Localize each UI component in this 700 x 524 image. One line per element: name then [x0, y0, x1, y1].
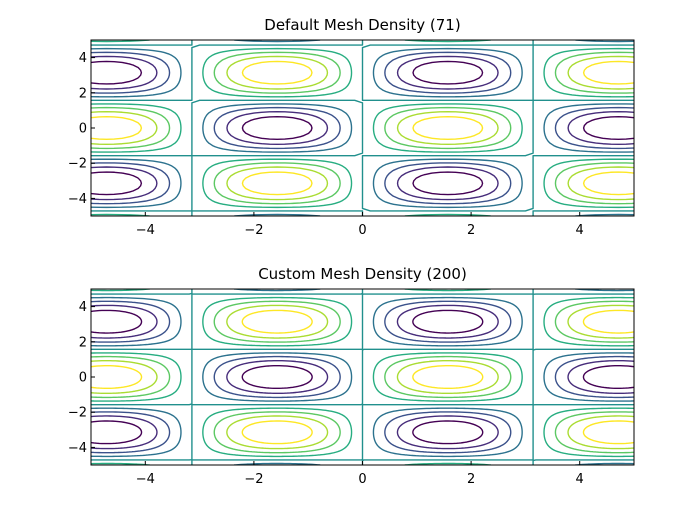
x-tick-label: −2 [244, 472, 263, 487]
chart-title: Custom Mesh Density (200) [258, 265, 467, 283]
x-tick-label: 4 [576, 223, 584, 238]
chart-title: Default Mesh Density (71) [264, 16, 460, 34]
y-axis: −4 −2 0 2 4 [68, 300, 95, 456]
y-tick-label: −2 [68, 406, 87, 421]
contour-level-0 [91, 40, 634, 216]
contour-level-neg0_8 [91, 309, 634, 445]
contour-level-neg0_4 [91, 51, 634, 205]
x-tick-label: −4 [136, 223, 155, 238]
contour-lines [91, 289, 634, 465]
x-tick-label: −4 [136, 472, 155, 487]
y-tick-label: −2 [68, 157, 87, 172]
y-axis: −4 −2 0 2 4 [68, 51, 95, 207]
contour-level-0_6 [91, 55, 634, 201]
x-tick-label: 0 [358, 223, 366, 238]
x-tick-label: 0 [358, 472, 366, 487]
contour-level-neg0_8 [91, 60, 634, 196]
x-axis: −4 −2 0 2 4 [136, 461, 584, 487]
y-tick-label: −4 [68, 192, 87, 207]
contour-level-0_4 [91, 300, 634, 454]
y-tick-label: 4 [79, 300, 87, 315]
x-axis: −4 −2 0 2 4 [136, 212, 584, 238]
contour-level-neg0_6 [91, 55, 634, 201]
subplot-custom-mesh: Custom Mesh Density (200) −4 −2 0 2 4 −4 −2 0 2… [68, 265, 635, 487]
contour-level-neg0_6 [91, 304, 634, 450]
subplot-default-mesh: Default Mesh Density (71) −4 −2 0 2 4 −4 −2 0 2… [68, 16, 635, 238]
x-tick-label: 2 [467, 223, 475, 238]
contour-level-neg0_4 [91, 300, 634, 454]
contour-level-0_4 [91, 51, 634, 205]
contour-level-0_8 [91, 60, 634, 196]
y-tick-label: 2 [79, 86, 87, 101]
x-tick-label: −2 [244, 223, 263, 238]
x-tick-label: 4 [576, 472, 584, 487]
contour-level-0_6 [91, 304, 634, 450]
contour-level-0_8 [91, 309, 634, 445]
x-tick-label: 2 [467, 472, 475, 487]
y-tick-label: 4 [79, 51, 87, 66]
y-tick-label: −4 [68, 441, 87, 456]
y-tick-label: 2 [79, 335, 87, 350]
contour-level-0_2 [91, 40, 634, 216]
contour-lines [91, 40, 634, 216]
y-tick-label: 0 [79, 122, 87, 137]
contour-level-0_2 [91, 289, 634, 465]
y-tick-label: 0 [79, 371, 87, 386]
